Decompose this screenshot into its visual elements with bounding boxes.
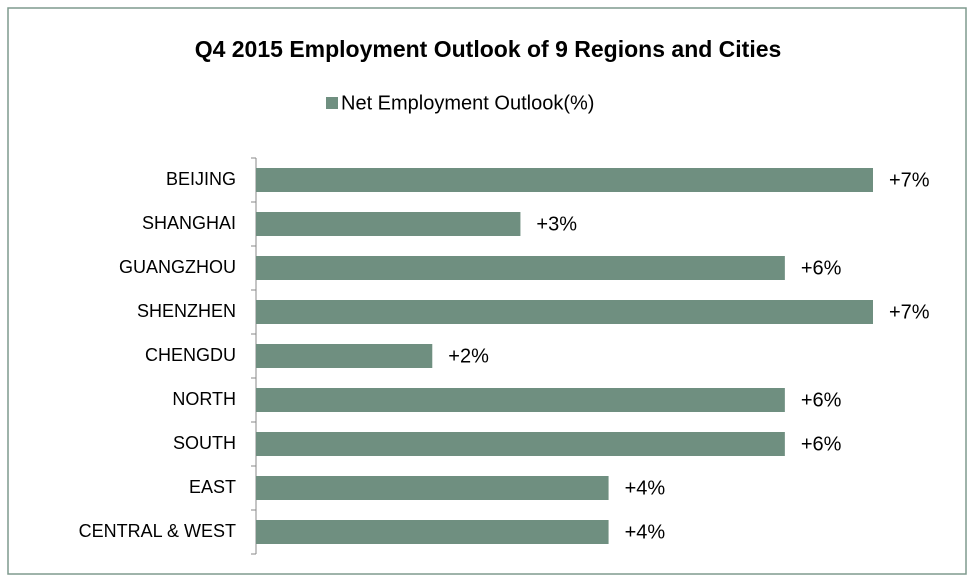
bar (256, 344, 433, 368)
value-label: +6% (801, 257, 842, 279)
bar (256, 520, 609, 544)
y-tick-label: NORTH (172, 389, 236, 409)
y-tick-label: SOUTH (173, 433, 236, 453)
value-label: +6% (801, 389, 842, 411)
y-tick-label: SHENZHEN (137, 301, 236, 321)
value-label: +3% (536, 213, 577, 235)
y-tick-label: EAST (189, 477, 236, 497)
bar (256, 476, 609, 500)
y-tick-label: BEIJING (166, 169, 236, 189)
chart-title: Q4 2015 Employment Outlook of 9 Regions … (195, 36, 782, 62)
bar (256, 432, 785, 456)
bar (256, 300, 873, 324)
value-label: +7% (889, 169, 930, 191)
y-tick-label: SHANGHAI (142, 213, 236, 233)
value-label: +4% (625, 521, 666, 543)
value-label: +4% (625, 477, 666, 499)
value-label: +7% (889, 301, 930, 323)
bar (256, 168, 873, 192)
y-tick-label: CENTRAL & WEST (79, 521, 236, 541)
y-tick-label: CHENGDU (145, 345, 236, 365)
value-label: +6% (801, 433, 842, 455)
y-tick-label: GUANGZHOU (119, 257, 236, 277)
legend-swatch (326, 97, 338, 109)
value-label: +2% (448, 345, 489, 367)
bar (256, 212, 521, 236)
legend-label: Net Employment Outlook(%) (341, 92, 594, 114)
bar (256, 388, 785, 412)
bar (256, 256, 785, 280)
